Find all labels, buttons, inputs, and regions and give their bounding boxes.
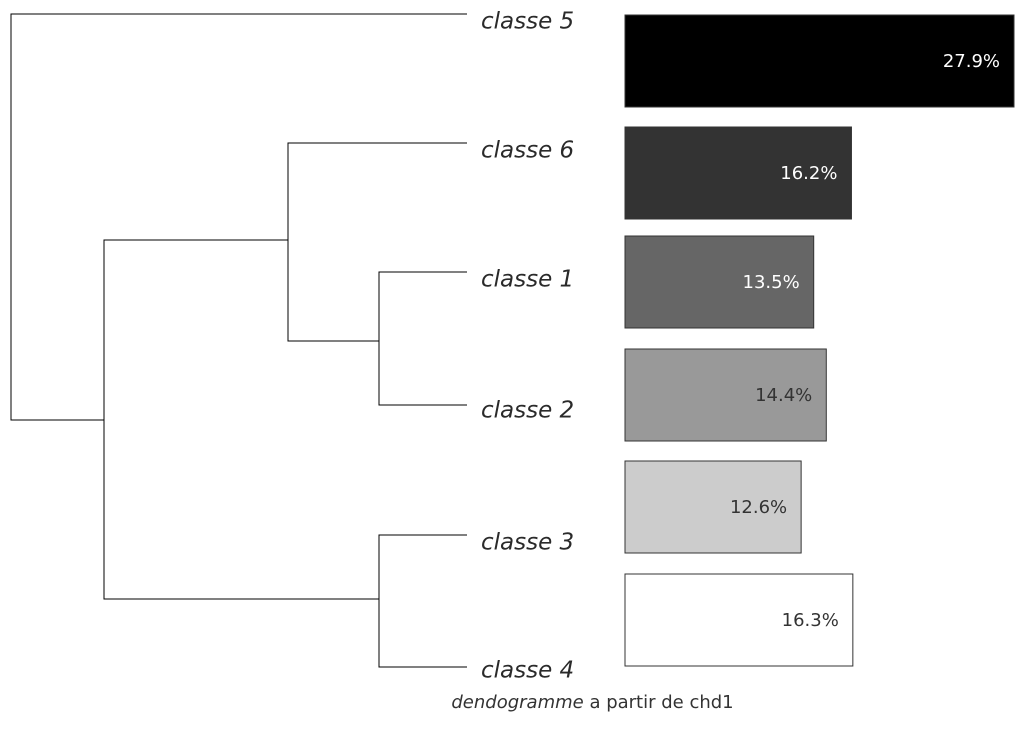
bar-value-classe-1: 13.5% (743, 272, 800, 293)
bar-value-classe-4: 16.3% (782, 610, 839, 631)
caption-rest: a partir de chd1 (583, 692, 734, 713)
bar-classe-6 (624, 126, 852, 220)
leaf-label-classe-4: classe 4 (481, 658, 574, 684)
percentage-bars: 27.9% 16.2% 13.5% 14.4% 12.6% 16.3% (624, 14, 1015, 667)
leaf-labels: classe 5 classe 6 classe 1 classe 2 classe 3… (481, 9, 574, 684)
leaf-label-classe-6: classe 6 (481, 138, 574, 164)
branch-1-2 (378, 271, 467, 406)
branch-root (10, 13, 467, 421)
bar-classe-1 (624, 235, 815, 329)
bar-classe-3 (624, 460, 802, 554)
leaf-label-classe-1: classe 1 (481, 267, 574, 293)
bar-value-classe-3: 12.6% (730, 497, 787, 518)
bar-value-classe-6: 16.2% (780, 163, 837, 184)
dendrogram-tree (10, 13, 467, 668)
branch-3-4 (378, 534, 467, 668)
branch-rest (103, 239, 379, 600)
caption-italic: dendogramme (451, 692, 584, 713)
leaf-label-classe-5: classe 5 (481, 9, 574, 35)
bar-value-classe-5: 27.9% (943, 51, 1000, 72)
branch-6-12 (287, 142, 467, 342)
bar-classe-5 (624, 14, 1015, 108)
bar-classe-4 (624, 573, 854, 667)
bar-classe-2 (624, 348, 827, 442)
leaf-label-classe-2: classe 2 (481, 398, 574, 424)
figure-caption: dendogramme a partir de chd1 (0, 692, 1015, 713)
bar-value-classe-2: 14.4% (755, 385, 812, 406)
leaf-label-classe-3: classe 3 (481, 530, 574, 556)
